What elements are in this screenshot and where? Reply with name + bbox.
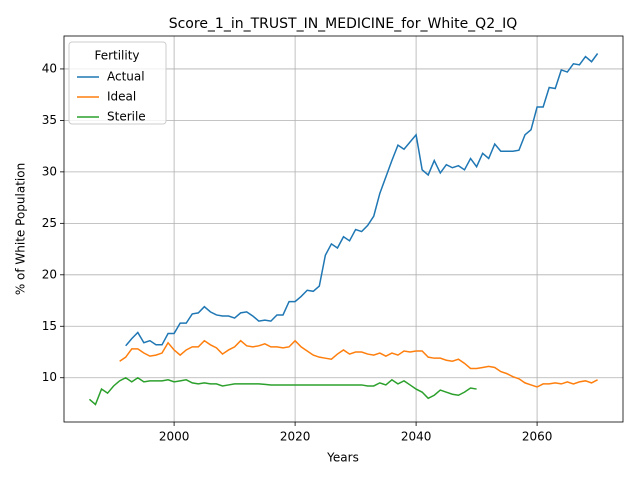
legend-box xyxy=(68,41,167,125)
line xyxy=(119,339,598,388)
x-tick-label: 2000 xyxy=(159,430,190,444)
x-tick-label: 2040 xyxy=(401,430,432,444)
legend-title: Fertility xyxy=(94,49,139,63)
chart-title: Score_1_in_TRUST_IN_MEDICINE_for_White_Q… xyxy=(169,16,518,32)
line xyxy=(88,376,477,406)
x-axis-label: Years xyxy=(326,451,359,465)
legend-label: Actual xyxy=(107,70,145,84)
legend-label: Ideal xyxy=(107,90,136,104)
x-tick-label: 2060 xyxy=(522,430,553,444)
y-tick-label: 15 xyxy=(42,319,57,333)
y-tick-label: 40 xyxy=(42,61,57,75)
x-tick-label: 2020 xyxy=(280,430,311,444)
y-axis-label: % of White Population xyxy=(14,163,28,295)
y-tick-label: 25 xyxy=(42,216,57,230)
y-tick-label: 30 xyxy=(42,164,57,178)
legend-label: Sterile xyxy=(107,110,146,124)
plot-frame xyxy=(63,35,624,423)
y-tick-label: 35 xyxy=(42,113,57,127)
y-tick-label: 20 xyxy=(42,267,57,281)
line xyxy=(125,53,599,347)
y-tick-label: 10 xyxy=(42,370,57,384)
